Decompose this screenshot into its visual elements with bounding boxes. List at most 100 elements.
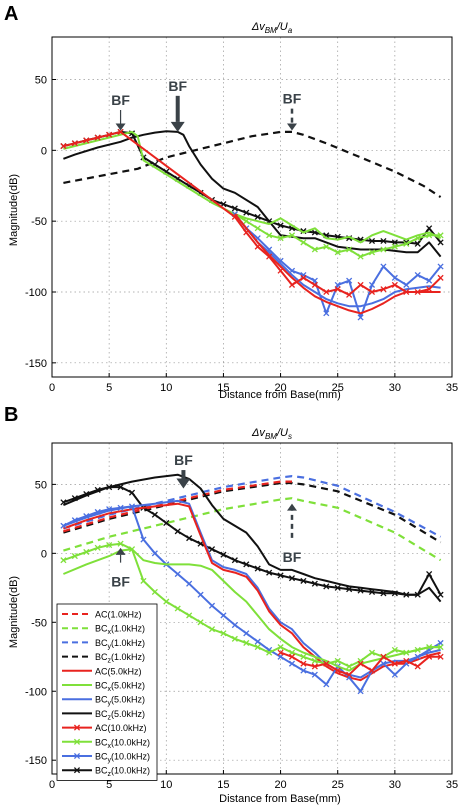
data-point	[243, 630, 250, 637]
data-point	[311, 657, 318, 664]
data-point	[334, 286, 341, 293]
data-point	[186, 535, 193, 542]
data-point	[437, 653, 444, 660]
data-point	[83, 137, 90, 144]
data-point	[266, 232, 273, 239]
data-point	[323, 310, 330, 317]
data-point	[128, 503, 136, 510]
legend-label: BCy(5.0kHz)	[95, 695, 145, 708]
bf-arrow-head	[170, 121, 185, 132]
data-point	[380, 590, 387, 597]
legend-label: BCx(1.0kHz)	[95, 624, 145, 637]
data-point	[300, 667, 307, 674]
series-line	[62, 505, 442, 693]
data-point	[288, 575, 296, 582]
data-point	[437, 591, 444, 598]
data-point	[277, 644, 284, 651]
bf-annotation: BF	[283, 91, 302, 107]
data-point	[106, 131, 113, 138]
data-point	[368, 667, 376, 674]
plot-frame	[51, 36, 453, 378]
data-point	[94, 508, 101, 516]
data-point	[357, 660, 364, 667]
data-point	[426, 225, 433, 232]
legend-label: AC(10.0kHz)	[95, 723, 147, 733]
data-point	[334, 657, 341, 664]
legend-entry: BCy(5.0kHz)	[62, 695, 145, 708]
data-point	[391, 590, 398, 597]
series-line	[63, 480, 292, 533]
data-point	[323, 660, 330, 667]
data-point	[323, 243, 330, 250]
x-tick-label: 35	[446, 382, 458, 394]
bf-arrow-head	[287, 503, 297, 511]
data-point	[403, 288, 410, 296]
legend-entry: BCz(5.0kHz)	[62, 709, 145, 721]
legend-label: BCx(10.0kHz)	[95, 737, 150, 750]
data-point	[60, 499, 67, 506]
data-point	[357, 688, 364, 695]
data-point	[426, 644, 433, 651]
x-tick-label: 20	[274, 779, 286, 791]
data-point	[71, 140, 78, 147]
legend-entry: BCz(10.0kHz)	[62, 766, 150, 779]
data-point	[163, 598, 170, 605]
data-point	[437, 274, 444, 281]
legend-label: BCy(1.0kHz)	[95, 638, 145, 651]
data-point	[334, 249, 341, 256]
data-point	[220, 630, 227, 637]
data-point	[163, 519, 170, 527]
data-point	[254, 213, 261, 220]
panel-letter-b: B	[4, 404, 18, 426]
data-point	[403, 591, 410, 598]
legend-label: BCz(10.0kHz)	[95, 766, 150, 779]
data-point	[437, 644, 444, 651]
series-line	[63, 542, 441, 668]
data-point	[414, 646, 421, 653]
y-tick-label: 0	[41, 145, 47, 157]
data-point	[357, 281, 364, 288]
data-point	[186, 612, 193, 619]
data-point	[288, 653, 296, 660]
series-line	[63, 473, 442, 603]
data-point	[380, 237, 387, 245]
data-point	[437, 263, 444, 270]
data-point	[334, 667, 341, 674]
data-point	[231, 205, 238, 212]
data-point	[106, 506, 113, 513]
data-point	[117, 128, 124, 135]
data-point	[243, 229, 250, 236]
data-point	[403, 657, 410, 664]
data-point	[277, 235, 284, 242]
data-point	[231, 213, 238, 220]
series-line	[63, 497, 442, 562]
bf-arrow-head	[115, 547, 126, 555]
bf-arrow-head	[287, 123, 297, 131]
data-point	[266, 253, 273, 260]
data-point	[403, 240, 410, 247]
x-tick-label: 5	[106, 779, 112, 791]
y-tick-label: -100	[25, 686, 47, 698]
y-tick-label: -150	[25, 358, 47, 370]
data-point	[94, 134, 101, 141]
data-point	[83, 490, 90, 498]
data-point	[300, 577, 307, 584]
data-point	[300, 239, 307, 246]
x-tick-label: 15	[217, 382, 229, 394]
x-tick-label: 10	[160, 779, 172, 791]
legend-entry: BCy(1.0kHz)	[62, 638, 145, 651]
data-point	[231, 621, 238, 629]
y-tick-label: -50	[31, 216, 47, 228]
data-point	[368, 237, 376, 245]
data-point	[380, 286, 387, 293]
data-point	[277, 257, 284, 264]
x-tick-label: 25	[332, 779, 344, 791]
legend: AC(1.0kHz) BCx(1.0kHz)BCy(1.0kHz)BCz(1.0k…	[56, 603, 158, 781]
data-point	[414, 288, 421, 296]
data-point	[117, 484, 124, 491]
data-point	[414, 240, 421, 247]
data-point	[60, 522, 67, 529]
bf-arrow-head	[176, 478, 191, 489]
data-point	[311, 281, 318, 288]
bf-arrow-head	[115, 123, 126, 131]
